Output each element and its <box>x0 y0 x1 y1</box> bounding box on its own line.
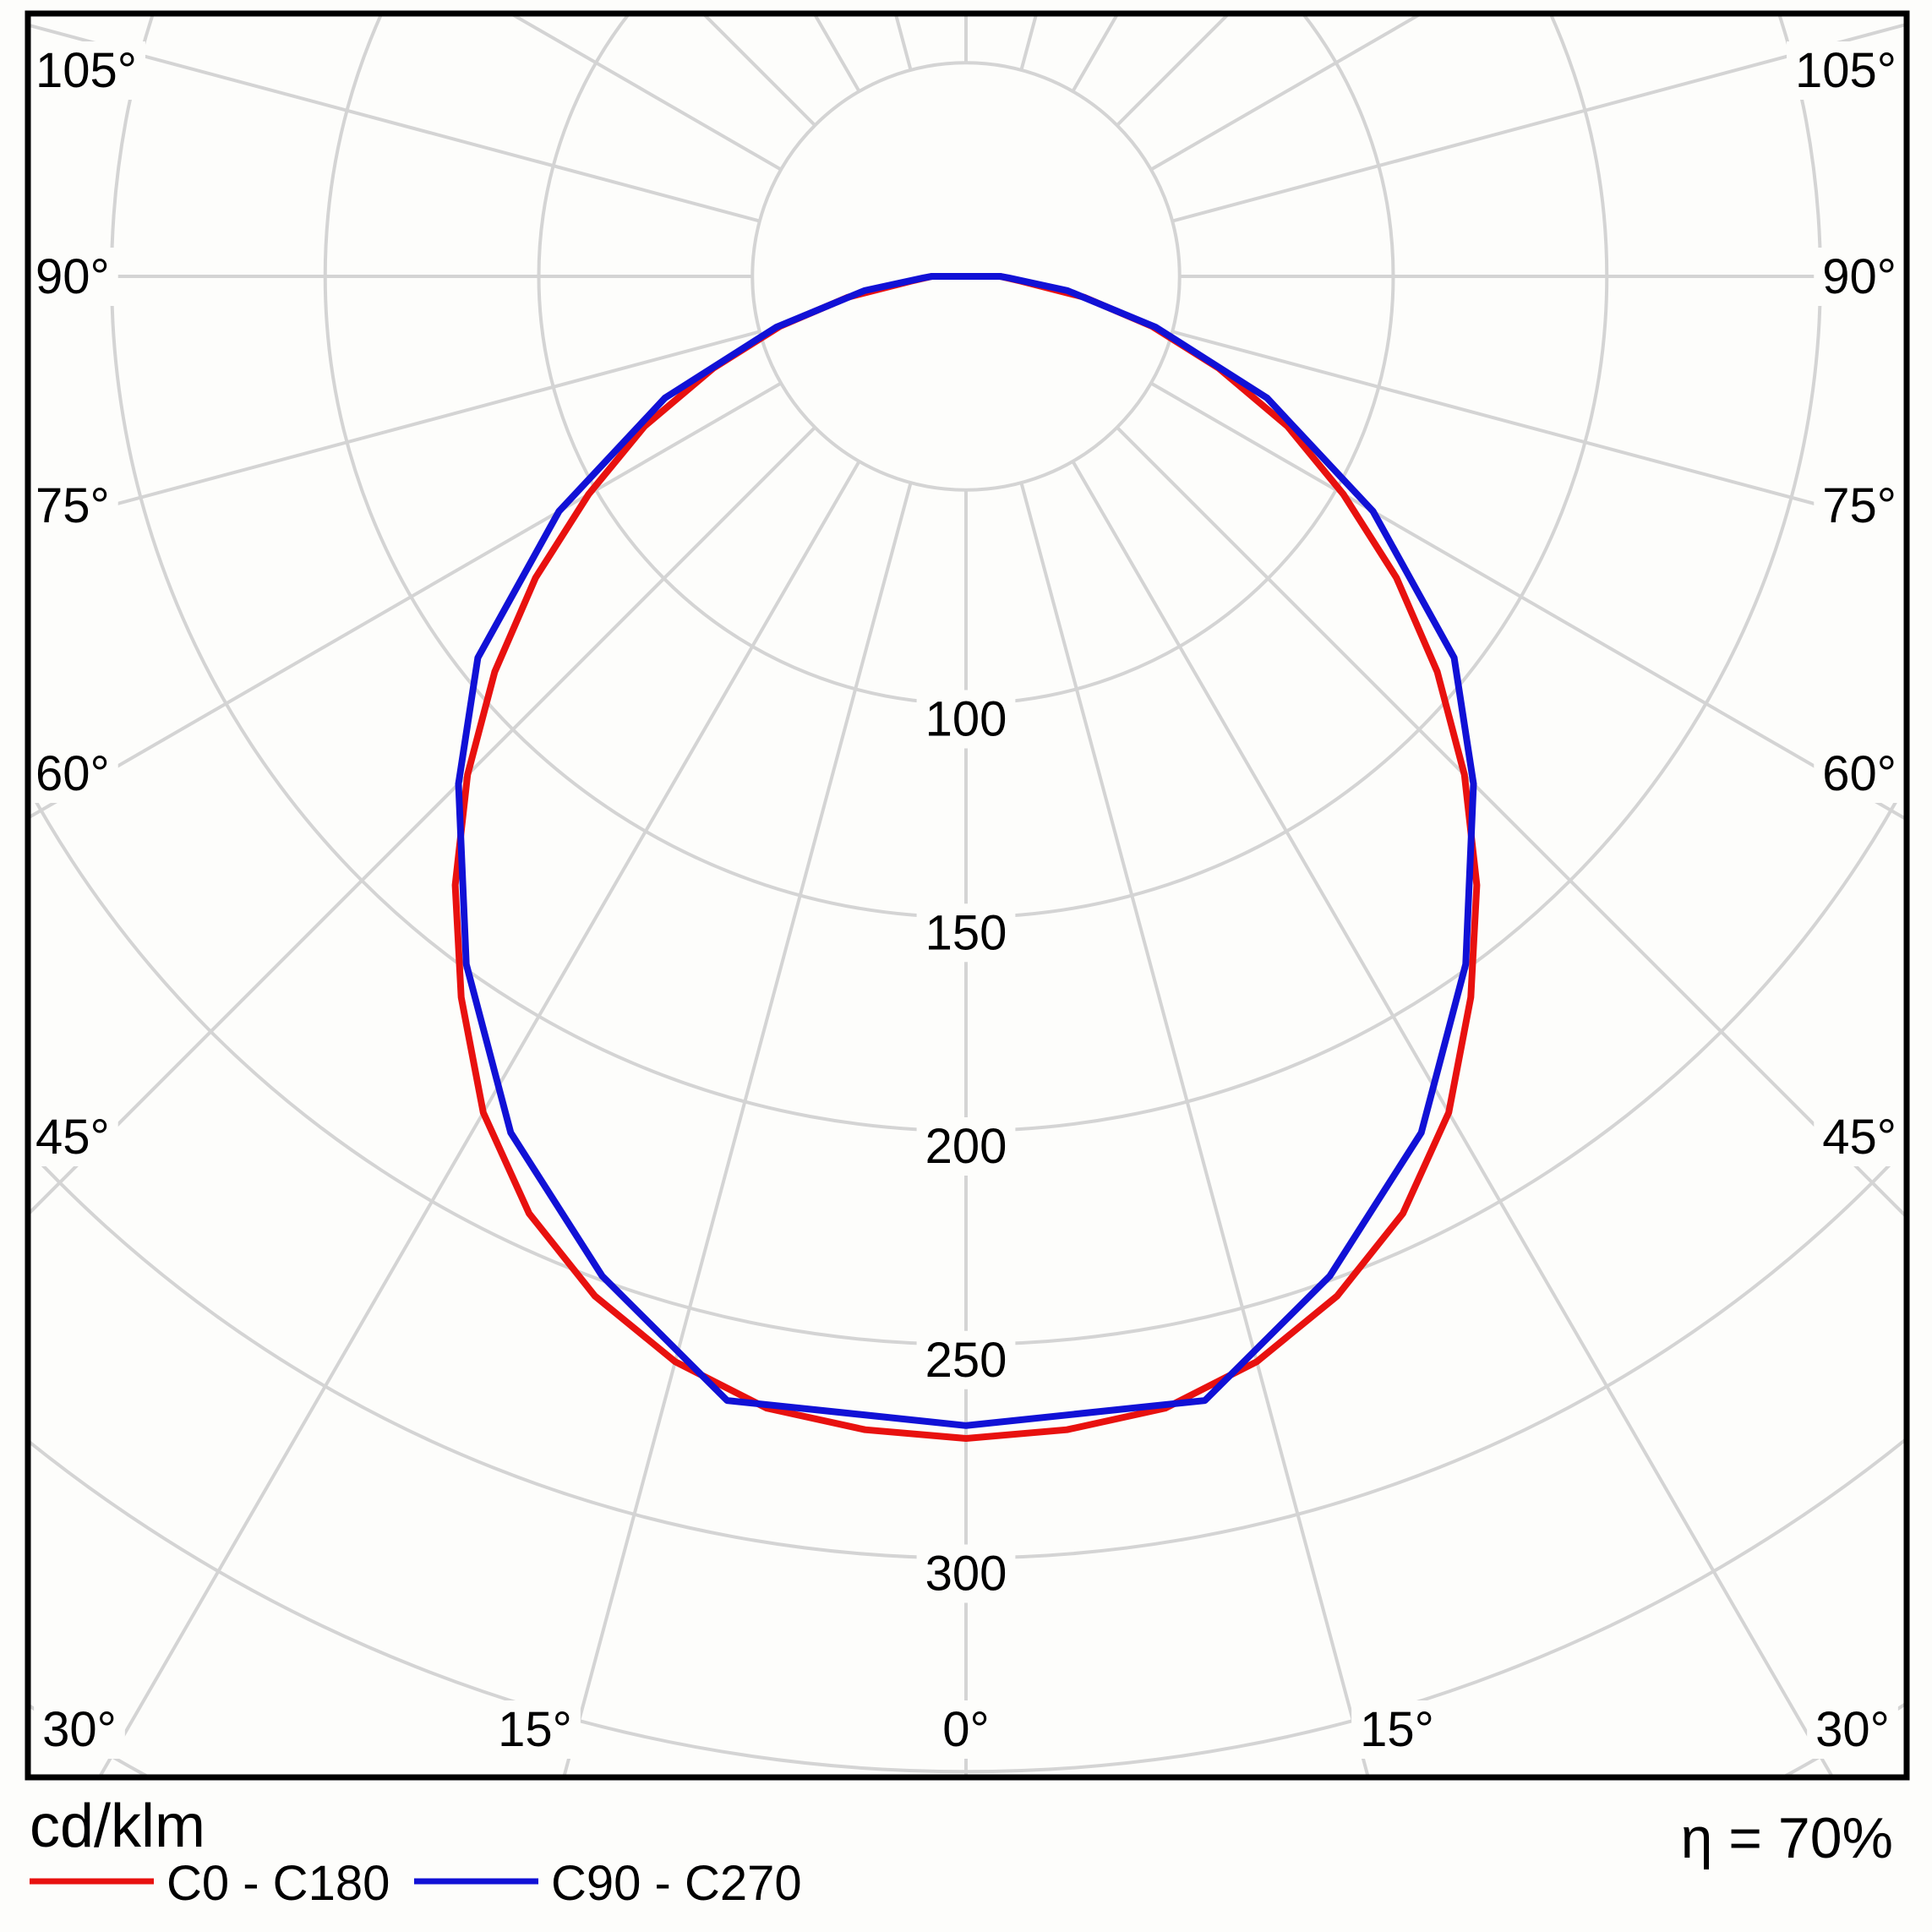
angle-label: 15° <box>1360 1702 1434 1757</box>
radial-value-label: 300 <box>925 1547 1007 1602</box>
footer: cd/klm η = 70% C0 - C180 C90 - C270 <box>30 1793 1893 1911</box>
grid-ray <box>28 330 761 530</box>
radial-value-label: 250 <box>925 1333 1007 1388</box>
label-mask <box>1814 477 1905 535</box>
label-mask <box>1814 1108 1905 1166</box>
angle-label: 45° <box>1822 1110 1897 1165</box>
grid-ray <box>28 426 816 1217</box>
radial-value-label: 150 <box>925 905 1007 960</box>
angle-label: 60° <box>1822 746 1897 801</box>
angle-label: 105° <box>1795 43 1897 98</box>
grid-ray <box>1019 482 1370 1777</box>
angle-label: 15° <box>498 1702 572 1757</box>
angle-label: 60° <box>35 746 110 801</box>
angle-label: 0° <box>942 1702 989 1757</box>
grid-ray <box>562 482 913 1777</box>
grid-ray <box>28 381 783 821</box>
label-mask <box>1787 41 1905 100</box>
grid-ray <box>893 14 913 71</box>
angle-label: 90° <box>1822 249 1897 304</box>
grid-ray <box>1149 381 1907 821</box>
angle-label: 45° <box>35 1110 110 1165</box>
grid-ray <box>1071 460 1835 1777</box>
plot-frame <box>25 10 1910 1781</box>
label-mask <box>27 41 145 100</box>
angle-label: 75° <box>35 478 110 533</box>
grid-ray <box>97 460 861 1777</box>
angle-label: 105° <box>35 43 137 98</box>
label-mask <box>1814 745 1905 803</box>
label-mask <box>27 745 118 803</box>
unit-label: cd/klm <box>30 1793 205 1860</box>
label-mask <box>1814 248 1905 306</box>
label-mask <box>916 690 1016 749</box>
legend-label-c0-c180: C0 - C180 <box>166 1856 390 1911</box>
radial-value-label: 100 <box>925 692 1007 747</box>
intensity-curves <box>451 273 1481 1442</box>
label-mask <box>916 1544 1016 1603</box>
label-mask <box>934 1700 998 1759</box>
efficiency-label: η = 70% <box>1681 1806 1893 1870</box>
label-mask <box>489 1700 581 1759</box>
angle-label: 90° <box>35 249 110 304</box>
angle-label: 30° <box>42 1702 117 1757</box>
grid-ray <box>28 23 761 223</box>
curve-c0-c180 <box>451 273 1481 1442</box>
angle-label: 30° <box>1815 1702 1890 1757</box>
label-mask <box>916 1117 1016 1176</box>
curve-c90-c270 <box>455 273 1477 1429</box>
radial-value-label: 200 <box>925 1119 1007 1174</box>
grid-ray <box>1171 22 1907 223</box>
legend-label-c90-c270: C90 - C270 <box>551 1856 802 1911</box>
label-mask <box>1807 1700 1898 1759</box>
label-mask <box>27 248 118 306</box>
label-mask <box>27 477 118 535</box>
grid-labels: 100 150 200 250 300 105° 105° 90° 90° 75° 75° 60° 60… <box>27 41 1905 1759</box>
angle-label: 75° <box>1822 478 1897 533</box>
grid-ray <box>1116 426 1907 1220</box>
label-mask <box>27 1108 118 1166</box>
label-mask <box>916 1330 1016 1389</box>
label-mask <box>34 1700 125 1759</box>
grid-ray <box>1019 14 1039 71</box>
label-mask <box>916 903 1016 963</box>
grid-ray <box>1171 330 1907 531</box>
label-mask <box>1351 1700 1443 1759</box>
